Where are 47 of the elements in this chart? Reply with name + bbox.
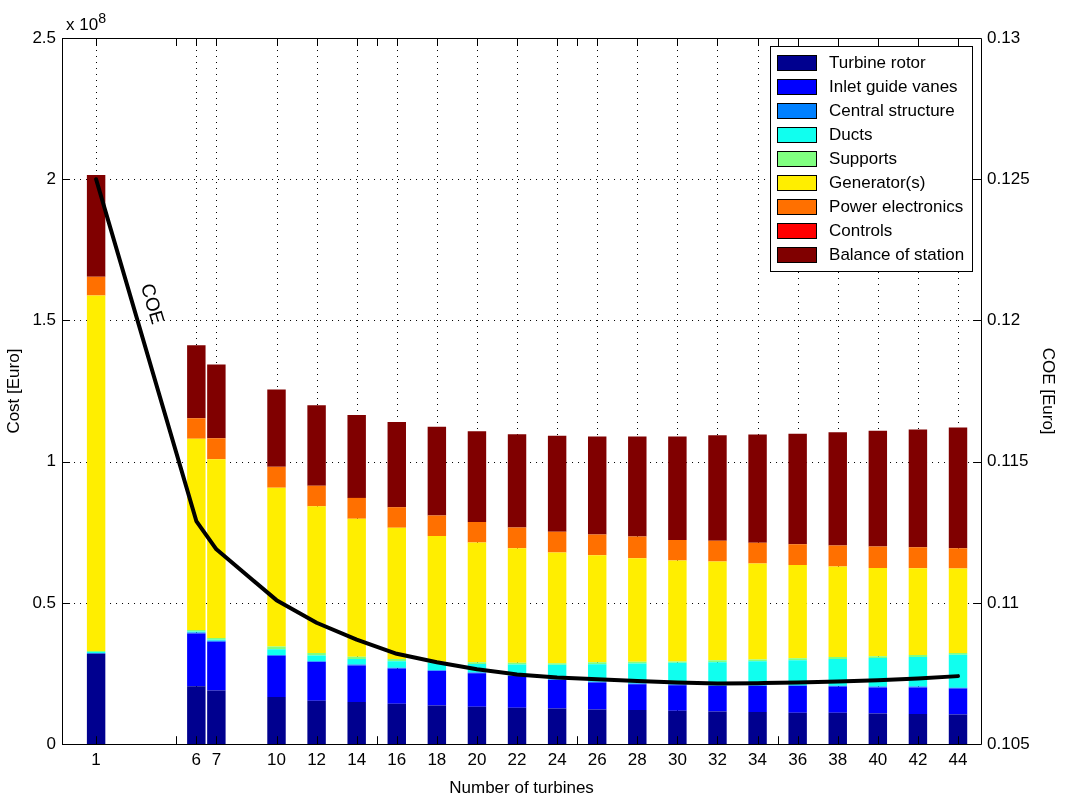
y-tick-label: 0 — [46, 733, 57, 753]
x-tick-label: 14 — [347, 750, 367, 770]
legend-label: Inlet guide vanes — [829, 76, 958, 98]
x-tick-label: 6 — [191, 750, 202, 770]
text: COE — [136, 280, 169, 327]
legend-label: Ducts — [829, 124, 873, 146]
y-tick-label: 2 — [46, 168, 57, 188]
x-tick-label: 12 — [307, 750, 327, 770]
x-tick-label: 28 — [627, 750, 647, 770]
x-tick-label: 7 — [211, 750, 222, 770]
y2-tick-label: 0.105 — [987, 733, 1030, 753]
x-tick-label: 32 — [708, 750, 727, 770]
y-tick-label: 1 — [46, 451, 57, 471]
legend-label: Balance of station — [829, 244, 965, 266]
legend-label: Generator(s) — [829, 172, 926, 194]
legend-label: Power electronics — [829, 196, 964, 218]
x-tick-label: 36 — [788, 750, 808, 770]
y2-tick-label: 0.12 — [987, 310, 1021, 330]
x-tick-label: 42 — [908, 750, 928, 770]
x-tick-label: 26 — [587, 750, 607, 770]
x-tick-label: 40 — [868, 750, 888, 770]
legend-label: Central structure — [829, 100, 955, 122]
x-tick-label: 1 — [91, 750, 101, 770]
legend-label: Controls — [829, 220, 893, 242]
y2-tick-label: 0.115 — [987, 451, 1029, 471]
legend-label: Supports — [829, 148, 898, 170]
y-tick-label: 0.5 — [32, 592, 57, 612]
text: x 10$^{8}$ — [66, 10, 107, 35]
x-tick-label: 30 — [667, 750, 687, 770]
y2-axis-title: COE [Euro] — [1039, 347, 1059, 435]
x-tick-label: 22 — [507, 750, 527, 770]
x-tick-label: 38 — [828, 750, 848, 770]
x-tick-label: 10 — [267, 750, 286, 770]
x-tick-label: 24 — [547, 750, 567, 770]
x-tick-label: 20 — [467, 750, 487, 770]
y2-tick-label: 0.125 — [987, 168, 1030, 188]
x-tick-label: 44 — [948, 750, 968, 770]
x-tick-label: 34 — [748, 750, 768, 770]
x-tick-label: 18 — [427, 750, 447, 770]
x-axis-title: Number of turbines — [449, 778, 594, 798]
y2-tick-label: 0.13 — [987, 27, 1021, 47]
y2-tick-label: 0.11 — [987, 592, 1019, 612]
legend-label: Turbine rotor — [829, 52, 926, 74]
y-tick-label: 1.5 — [32, 310, 57, 330]
y-axis-title: Cost [Euro] — [3, 348, 23, 434]
x-tick-label: 16 — [387, 750, 407, 770]
y-tick-label: 2.5 — [32, 27, 57, 47]
